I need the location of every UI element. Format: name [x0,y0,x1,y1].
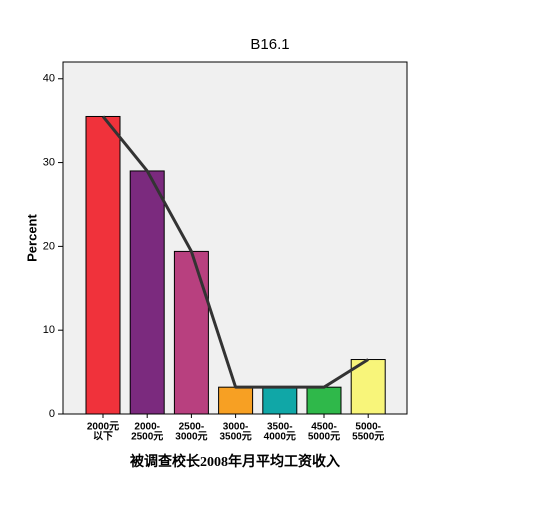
fit-line [101,115,369,389]
bar [129,170,165,415]
bar [218,386,254,415]
x-tick-label: 2000- [134,422,160,433]
x-tick-label: 5000元 [308,431,340,443]
x-tick-label: 2500- [179,422,205,433]
x-tick-label: 5500元 [352,431,384,443]
x-tick-label: 3500- [267,422,293,433]
y-axis-label: Percent [24,213,39,261]
x-tick-label: 2500元 [131,431,163,443]
x-tick-label: 5000- [355,422,381,433]
x-tick-label: 2000元 [87,421,119,433]
x-tick-label: 4000元 [264,431,296,443]
x-axis-label: 被调查校长2008年月平均工资收入 [130,453,340,470]
bar [306,386,342,415]
x-tick-label: 4500- [311,422,337,433]
x-tick-label: 以下 [93,431,113,443]
bar [350,359,386,415]
bar [173,250,209,415]
bar [85,115,121,415]
y-tick-label: 10 [43,324,55,336]
y-tick-label: 20 [43,240,55,252]
y-tick-label: 30 [43,156,55,168]
y-tick-label: 40 [43,73,55,85]
y-tick-label: 0 [49,408,55,420]
chart-title: B16.1 [250,36,289,53]
x-tick-label: 3500元 [219,431,251,443]
bar [262,386,298,415]
x-tick-label: 3000元 [175,431,207,443]
x-tick-label: 3000- [223,422,249,433]
